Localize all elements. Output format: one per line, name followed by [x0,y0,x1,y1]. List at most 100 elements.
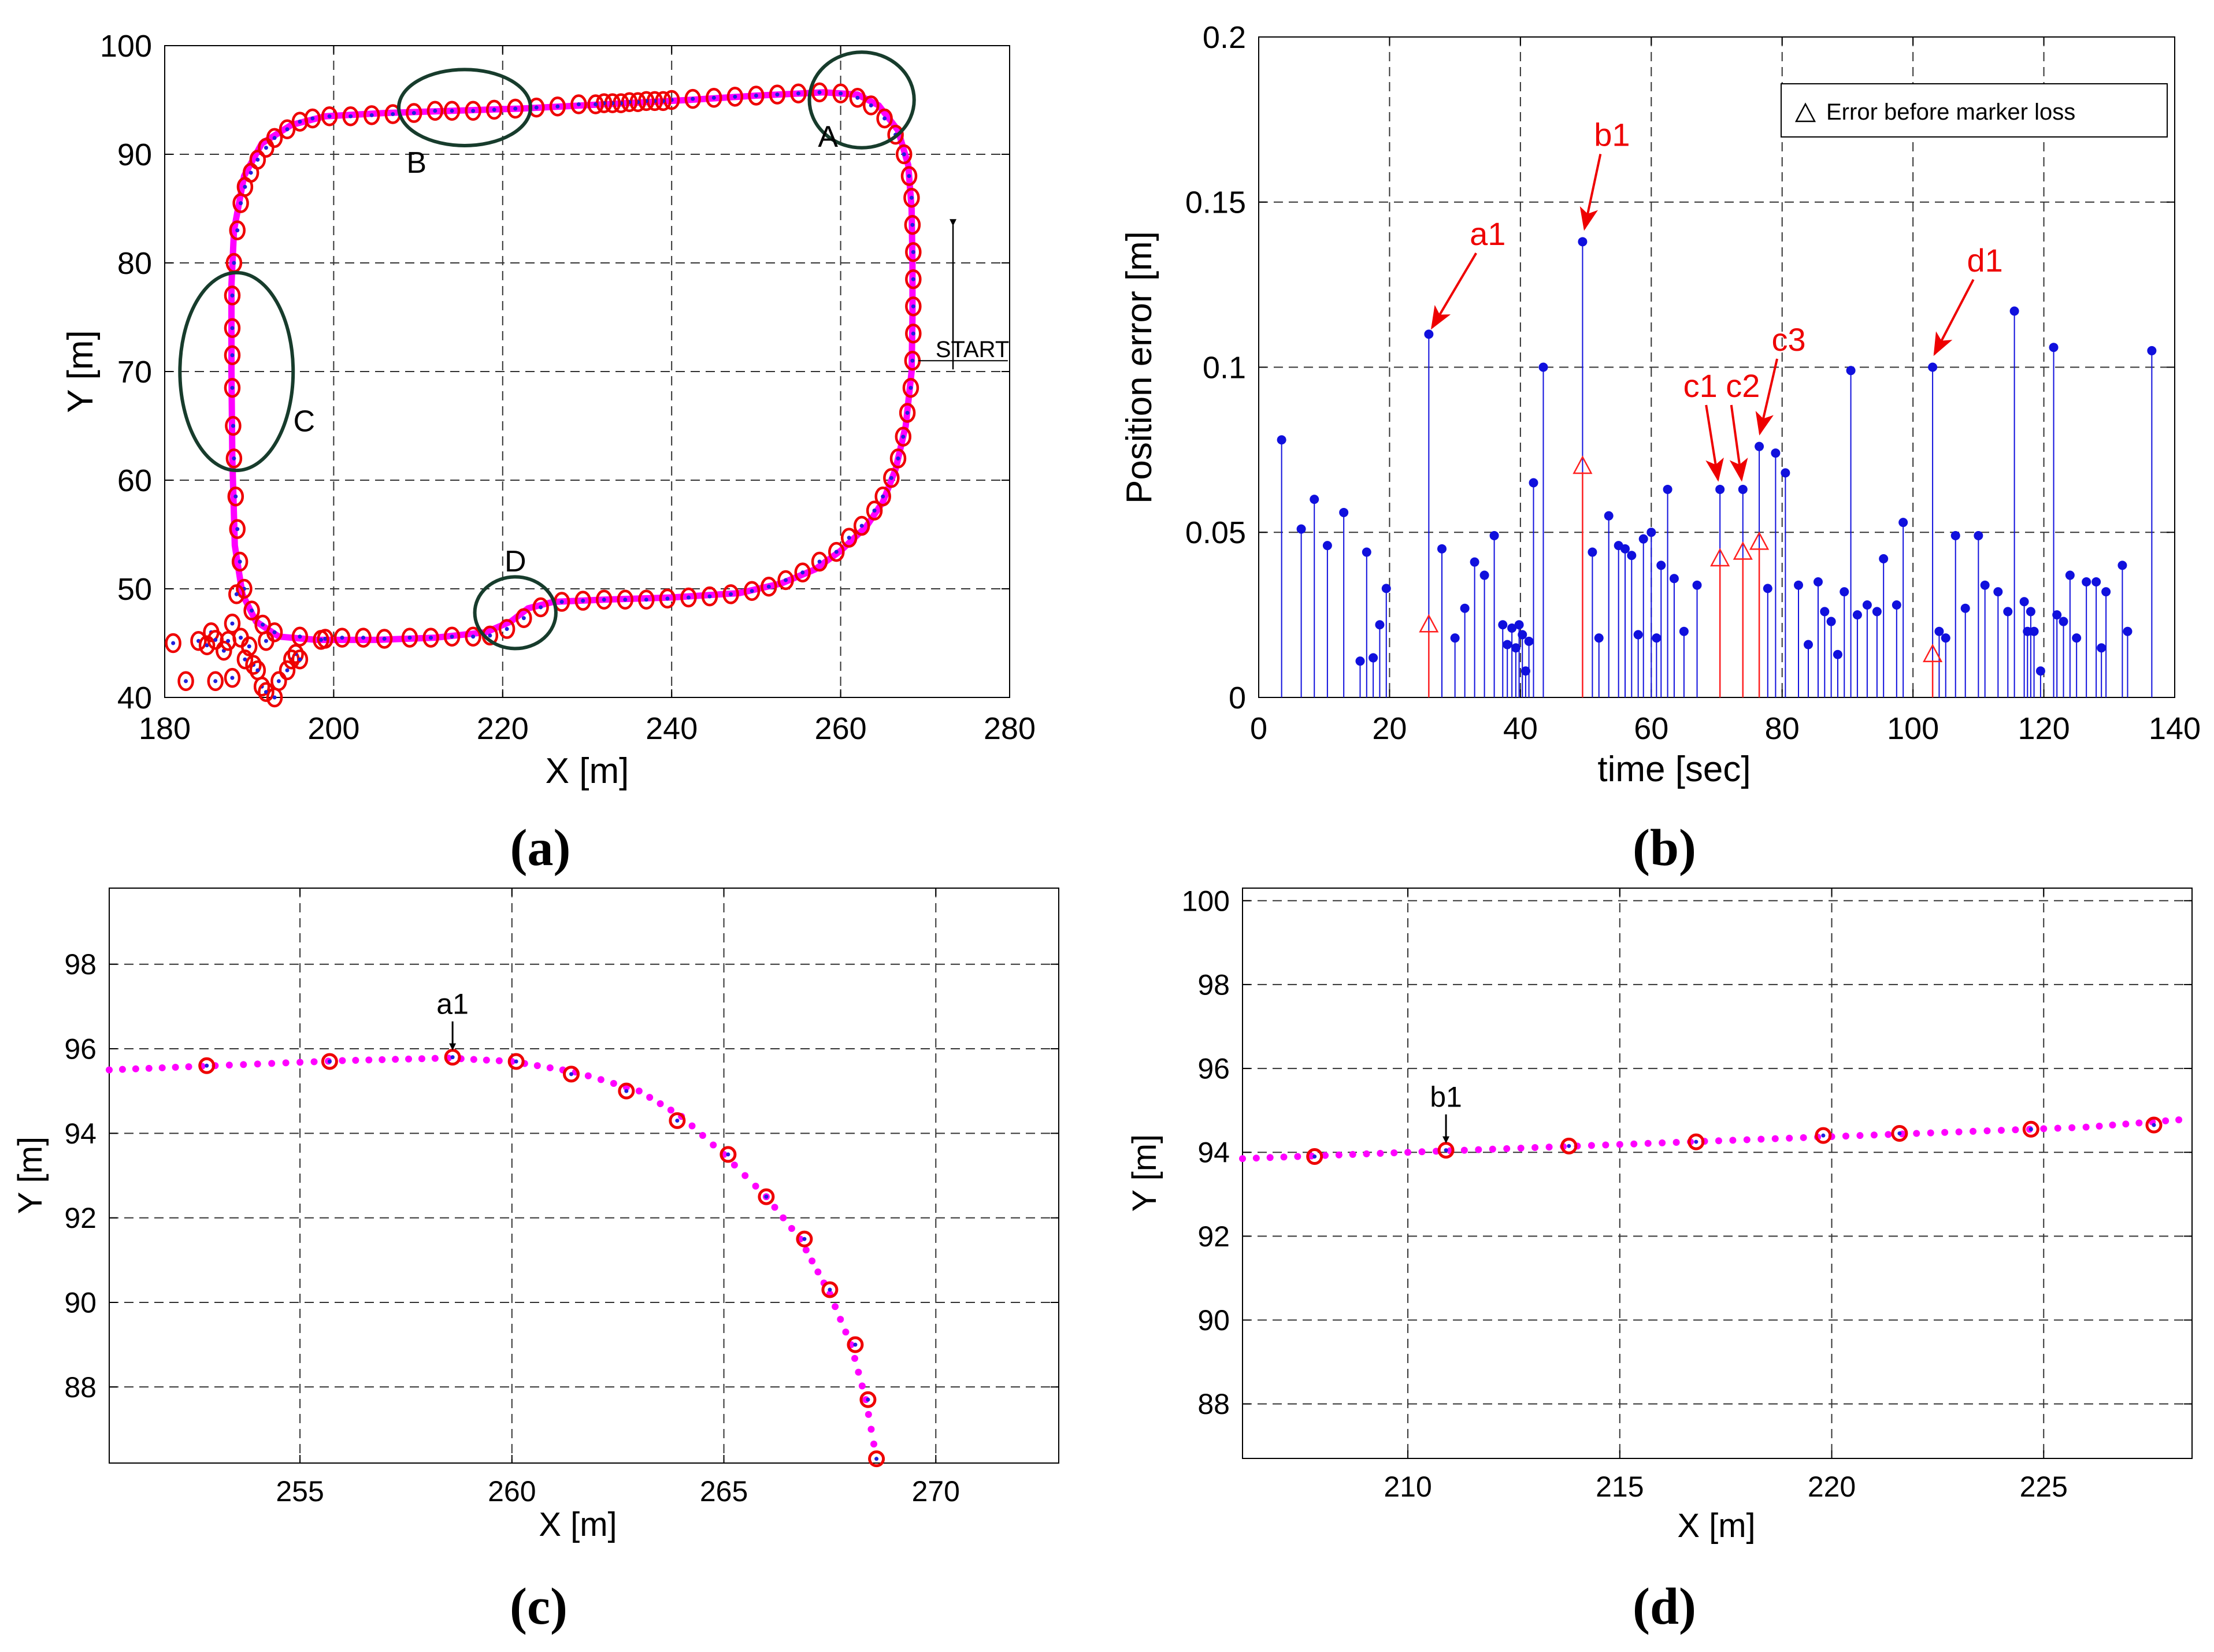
trajectory-dot [1418,1148,1426,1156]
marker-circle [532,597,549,618]
y-tick-label: 88 [1197,1388,1230,1420]
marker-circle [291,626,309,647]
trajectory-dot [158,1064,166,1071]
marker-circle [498,619,516,639]
error-point [1846,366,1856,376]
marker-point [255,157,260,162]
marker-circle [443,101,461,121]
error-point [2049,343,2059,352]
marker-point [817,90,822,95]
marker-circle [811,551,828,572]
trajectory-dot [858,1382,866,1390]
marker-point [911,250,915,254]
x-tick-label: 100 [1887,711,1939,746]
marker-circle [198,1057,216,1074]
marker-point [264,690,268,695]
error-point [1633,630,1643,640]
trajectory-dot [240,1061,247,1068]
error-point [2123,626,2133,636]
marker-point [764,1194,769,1199]
region-ellipse-C [178,270,295,473]
marker-point [800,570,805,575]
marker-circle [1891,1125,1908,1142]
trajectory-dot [1503,1145,1511,1152]
marker-point [488,633,492,638]
legend-triangle-icon [1794,102,1816,122]
trajectory-dot [1955,1128,1963,1135]
trajectory-dot [1602,1141,1609,1149]
trajectory-dot [172,1064,179,1071]
marker-point [855,95,860,100]
trajectory-dot [1489,1145,1496,1153]
marker-circle [232,193,249,213]
trajectory-dot [533,1062,541,1070]
marker-point [853,1342,858,1347]
trajectory-dot [2068,1124,2076,1131]
marker-point [1821,1133,1826,1138]
trajectory-dot [771,1204,778,1211]
x-tick-label: 20 [1372,711,1407,746]
error-point [1771,448,1781,458]
marker-circle [1306,1148,1323,1165]
marker-circle [422,628,439,648]
marker-circle [853,515,870,536]
marker-circle [2022,1120,2039,1138]
error-point [1277,435,1286,445]
error-point [1511,643,1520,653]
error-point [1934,626,1944,636]
error-point [1381,584,1391,593]
marker-point [298,657,302,662]
pre-loss-triangle [1749,531,1770,550]
trajectory-dot [657,1100,664,1108]
marker-point [450,1055,455,1060]
trajectory-dot [752,1182,759,1190]
marker-point [471,634,476,639]
x-tick-label: 140 [2149,711,2201,746]
marker-circle [748,86,765,106]
panel-d-zoom-chart: 210 215 220 225 88 90 92 94 96 98 100 b1 X [m] Y [… [1126,885,2193,1635]
marker-point [298,120,302,124]
marker-point [828,1287,832,1292]
y-tick-label: 98 [1197,968,1230,1001]
marker-point [594,102,598,107]
panel-b-caption: (b) [1633,819,1696,877]
error-point [1950,530,1960,540]
trajectory-dot [1800,1134,1807,1141]
marker-point [866,1397,870,1402]
marker-circle [761,576,777,597]
panel-d-grid [1243,888,2192,1458]
trajectory-dot [851,1354,859,1362]
marker-point [230,353,235,358]
marker-circle [790,83,807,103]
marker-circle [321,106,338,127]
marker-point [235,527,240,532]
marker-point [624,1089,629,1093]
marker-circle [342,106,359,127]
panel-c-xlabel: X [m] [539,1506,617,1543]
trajectory-dot [296,1059,304,1066]
marker-point [2152,1123,2156,1127]
marker-point [707,594,712,599]
error-point [1503,640,1512,649]
trajectory-dot [1239,1155,1246,1163]
marker-point [559,600,564,604]
marker-circle [245,655,262,675]
trajectory-dot [2135,1119,2143,1127]
error-point [1375,620,1385,630]
trajectory-dot [855,1368,862,1376]
trajectory-dot [710,1141,717,1149]
y-tick-label: 98 [64,948,97,981]
marker-circle [549,96,566,117]
error-point [1960,603,1970,613]
marker-point [910,222,915,227]
error-point [1993,587,2003,597]
trajectory-dot [870,1441,878,1448]
marker-point [450,634,454,639]
marker-circle [587,94,604,114]
marker-point [889,476,893,480]
marker-point [576,102,581,107]
marker-circle [720,1146,737,1163]
panel-b-error-chart: 0 20 40 60 80 100 120 140 0 0.05 0.1 0.15 0.2 a1 b1 c1… [1119,20,2201,877]
marker-point [231,424,235,428]
marker-point [226,638,231,643]
